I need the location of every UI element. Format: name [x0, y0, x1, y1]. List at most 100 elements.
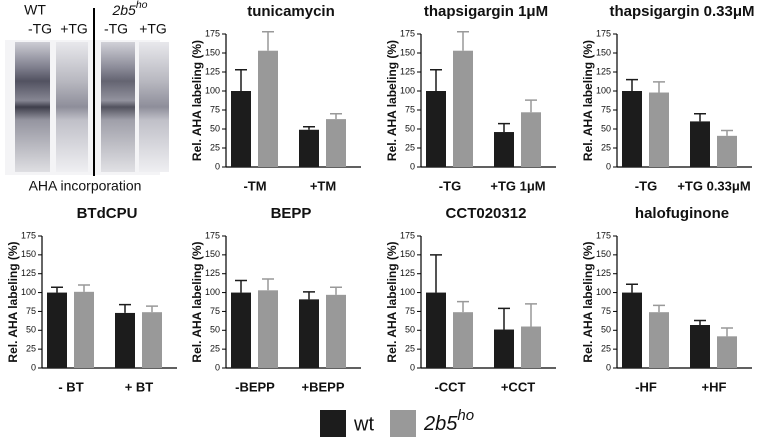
x-tick-label: +BEPP	[302, 379, 345, 394]
bar	[426, 91, 446, 167]
error-bar	[303, 291, 315, 300]
y-axis-label: Rel. AHA labeling (%)	[190, 40, 204, 161]
y-tick-label: 0	[410, 362, 415, 372]
error-bar	[119, 303, 131, 313]
y-tick-label: 75	[210, 306, 220, 316]
y-tick-label: 125	[596, 66, 611, 76]
y-axis-label: Rel. AHA labeling (%)	[190, 241, 204, 362]
error-bar	[146, 305, 158, 313]
error-bar	[721, 129, 733, 136]
chart-title: CCT020312	[446, 205, 527, 222]
bar	[47, 292, 67, 368]
chart-title: BTdCPU	[77, 205, 138, 222]
y-tick-label: 100	[400, 85, 415, 95]
bar	[115, 312, 135, 368]
bar	[74, 291, 94, 368]
gel-group-label-base: 2b5	[111, 2, 136, 18]
bar	[690, 325, 710, 368]
error-bar	[626, 283, 638, 293]
error-bar	[78, 284, 90, 292]
x-tick-label: +HF	[702, 379, 727, 394]
x-tick-label: -CCT	[434, 379, 465, 394]
gel-lane-label: -TG	[104, 21, 128, 37]
bar	[622, 91, 642, 167]
bar	[258, 290, 278, 368]
bar	[326, 119, 346, 167]
y-tick-label: 175	[400, 28, 415, 38]
y-tick-label: 100	[205, 85, 220, 95]
chart-title: halofuginone	[635, 205, 729, 222]
error-bar	[457, 30, 469, 51]
bar	[453, 312, 473, 368]
legend-label-base: 2b5	[423, 413, 458, 435]
y-tick-label: 175	[596, 28, 611, 38]
y-tick-label: 50	[405, 123, 415, 133]
error-bar	[262, 30, 274, 51]
bar	[649, 312, 669, 368]
error-bar	[525, 99, 537, 113]
y-tick-label: 175	[21, 230, 36, 240]
y-tick-label: 0	[31, 362, 36, 372]
error-bar	[525, 303, 537, 327]
y-tick-label: 75	[405, 104, 415, 114]
y-tick-label: 150	[205, 47, 220, 57]
legend-label-sup: ho	[457, 407, 474, 424]
error-bar	[626, 78, 638, 91]
y-tick-label: 125	[400, 268, 415, 278]
gel-image	[5, 8, 169, 176]
bar	[690, 121, 710, 167]
y-tick-label: 150	[400, 249, 415, 259]
x-tick-label: -TG	[439, 178, 461, 193]
y-tick-label: 100	[400, 287, 415, 297]
y-tick-label: 25	[405, 344, 415, 354]
error-bar	[430, 68, 442, 91]
y-tick-label: 50	[405, 325, 415, 335]
y-tick-label: 50	[210, 325, 220, 335]
gel-group-label: 2b5ho	[111, 0, 147, 18]
y-tick-label: 25	[26, 344, 36, 354]
y-tick-label: 0	[606, 161, 611, 171]
gel-lane-label: +TG	[139, 21, 167, 37]
x-tick-label: -BEPP	[235, 379, 275, 394]
y-tick-label: 0	[410, 161, 415, 171]
y-tick-label: 75	[405, 306, 415, 316]
y-tick-label: 50	[601, 123, 611, 133]
bar	[494, 329, 514, 368]
y-tick-label: 125	[205, 268, 220, 278]
bar	[142, 312, 162, 368]
chart-title: thapsigargin 0.33μM	[609, 3, 754, 20]
x-tick-label: + BT	[125, 379, 154, 394]
chart-title: thapsigargin 1μM	[424, 3, 548, 20]
bar	[231, 91, 251, 167]
y-tick-label: 100	[596, 85, 611, 95]
y-tick-label: 25	[210, 142, 220, 152]
y-axis-label: Rel. AHA labeling (%)	[385, 40, 399, 161]
y-axis-label: Rel. AHA labeling (%)	[581, 40, 595, 161]
error-bar	[653, 304, 665, 313]
y-tick-label: 75	[601, 104, 611, 114]
x-tick-label: +CCT	[501, 379, 535, 394]
error-bar	[694, 113, 706, 122]
bar	[453, 50, 473, 167]
y-tick-label: 175	[205, 230, 220, 240]
x-tick-label: -TM	[243, 178, 266, 193]
gel-caption: AHA incorporation	[29, 178, 142, 194]
bar	[299, 129, 319, 167]
x-tick-label: +TM	[310, 178, 336, 193]
bar	[494, 132, 514, 167]
y-tick-label: 150	[400, 47, 415, 57]
bar	[326, 294, 346, 368]
error-bar	[330, 113, 342, 120]
y-tick-label: 100	[596, 287, 611, 297]
y-tick-label: 125	[400, 66, 415, 76]
error-bar	[235, 68, 247, 91]
y-tick-label: 25	[601, 344, 611, 354]
y-tick-label: 0	[606, 362, 611, 372]
y-tick-label: 150	[596, 47, 611, 57]
y-tick-label: 50	[601, 325, 611, 335]
bar	[521, 112, 541, 167]
y-tick-label: 50	[210, 123, 220, 133]
error-bar	[498, 307, 510, 330]
gel-lane-label: -TG	[28, 21, 52, 37]
y-tick-label: 100	[205, 287, 220, 297]
